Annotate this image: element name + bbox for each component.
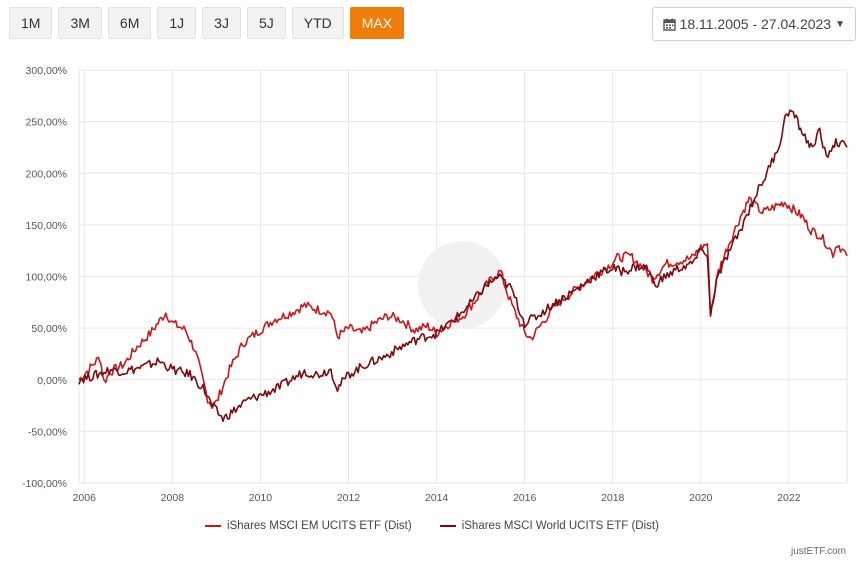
x-tick-label: 2010 <box>249 492 273 504</box>
y-tick-label: 0,00% <box>37 375 67 387</box>
y-tick-label: -100,00% <box>22 478 67 490</box>
y-tick-label: 250,00% <box>26 117 67 129</box>
range-button-1m[interactable]: 1M <box>9 7 53 39</box>
source-credit: justETF.com <box>790 546 846 557</box>
chart-legend: iShares MSCI EM UCITS ETF (Dist) iShares… <box>0 520 864 532</box>
x-tick-label: 2014 <box>425 492 449 504</box>
x-tick-label: 2008 <box>161 492 185 504</box>
x-tick-label: 2006 <box>73 492 97 504</box>
range-button-ytd[interactable]: YTD <box>291 7 344 39</box>
y-tick-label: 100,00% <box>26 272 67 284</box>
legend-swatch-world <box>439 525 456 527</box>
legend-swatch-em <box>205 525 222 527</box>
range-button-5j[interactable]: 5J <box>246 7 286 39</box>
range-button-6m[interactable]: 6M <box>107 7 152 39</box>
y-tick-label: 300,00% <box>26 65 67 77</box>
x-tick-label: 2018 <box>601 492 625 504</box>
range-button-1j[interactable]: 1J <box>157 7 197 39</box>
y-tick-label: 200,00% <box>26 168 67 180</box>
x-tick-label: 2012 <box>337 492 361 504</box>
range-button-3j[interactable]: 3J <box>202 7 241 39</box>
calendar-icon <box>662 18 676 31</box>
date-range-text: 18.11.2005 - 27.04.2023 <box>679 16 832 32</box>
date-range-picker[interactable]: 18.11.2005 - 27.04.2023 ▼ <box>651 7 856 41</box>
range-selector: 1M 3M 6M 1J 3J 5J YTD MAX <box>9 7 405 39</box>
caret-down-icon: ▼ <box>835 18 845 30</box>
legend-label-em: iShares MSCI EM UCITS ETF (Dist) <box>227 520 412 532</box>
legend-item-em[interactable]: iShares MSCI EM UCITS ETF (Dist) <box>205 520 412 532</box>
x-tick-label: 2022 <box>777 492 801 504</box>
legend-label-world: iShares MSCI World UCITS ETF (Dist) <box>461 520 659 532</box>
watermark-logo <box>418 241 506 329</box>
range-button-max[interactable]: MAX <box>349 7 405 39</box>
x-tick-label: 2016 <box>513 492 537 504</box>
x-tick-label: 2020 <box>689 492 713 504</box>
series-line-world <box>78 109 848 423</box>
y-tick-label: 150,00% <box>26 220 67 232</box>
y-tick-label: -50,00% <box>28 426 67 438</box>
range-button-3m[interactable]: 3M <box>58 7 102 39</box>
y-tick-label: 50,00% <box>31 323 67 335</box>
legend-item-world[interactable]: iShares MSCI World UCITS ETF (Dist) <box>439 520 659 532</box>
